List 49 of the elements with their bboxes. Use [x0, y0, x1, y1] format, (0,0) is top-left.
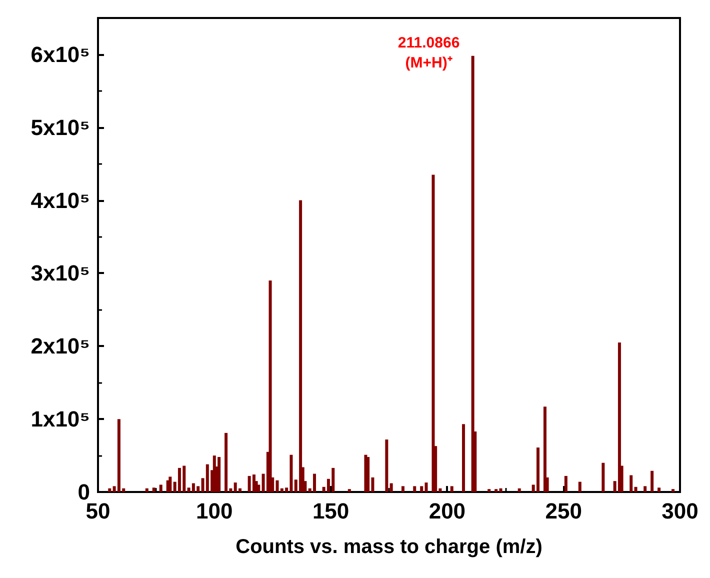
annotation: 211.0866 (M+H)⁺ — [398, 34, 460, 72]
bar — [252, 474, 256, 492]
bar — [564, 476, 568, 492]
bar — [432, 174, 435, 492]
x-tick-label: 250 — [545, 498, 582, 524]
bar — [168, 476, 172, 492]
bar — [634, 486, 638, 492]
bar — [108, 488, 112, 492]
bar — [462, 424, 465, 492]
x-axis-title: Counts vs. mass to charge (m/z) — [236, 536, 542, 558]
y-tick-label: 6x10⁵ — [30, 42, 90, 67]
y-tick-label: 3x10⁵ — [30, 260, 90, 286]
y-tick-label: 1x10⁵ — [30, 406, 90, 432]
bar — [390, 483, 393, 492]
bar — [224, 432, 228, 492]
y-tick-label: 4x10⁵ — [30, 188, 90, 213]
bar — [630, 475, 633, 492]
bar — [420, 486, 424, 492]
bar — [543, 406, 546, 492]
bar — [145, 488, 148, 492]
bar — [658, 488, 661, 492]
bar — [257, 484, 260, 492]
bar — [450, 486, 454, 492]
y-tick-label: 5x10⁵ — [30, 114, 90, 140]
x-tick-label: 150 — [312, 498, 350, 524]
bar — [518, 488, 521, 492]
bar — [366, 456, 370, 492]
y-tick-label: 2x10⁵ — [30, 334, 90, 359]
x-tick-label: 100 — [196, 498, 233, 524]
bar — [206, 464, 209, 492]
x-tick-label: 200 — [428, 498, 466, 524]
bar — [650, 470, 654, 492]
bar — [348, 489, 351, 492]
bar — [602, 462, 605, 492]
bar — [672, 489, 675, 492]
bar — [488, 489, 491, 492]
bar — [385, 439, 388, 492]
bar — [618, 342, 621, 492]
bar — [494, 489, 498, 492]
bar — [578, 482, 582, 492]
bar — [644, 486, 647, 492]
bar — [268, 280, 272, 492]
x-tick-label: 300 — [662, 498, 698, 524]
bar — [471, 56, 474, 492]
bar — [152, 488, 156, 492]
bar — [401, 486, 404, 492]
bar — [413, 486, 416, 492]
bar — [536, 448, 540, 492]
bar — [159, 484, 162, 492]
